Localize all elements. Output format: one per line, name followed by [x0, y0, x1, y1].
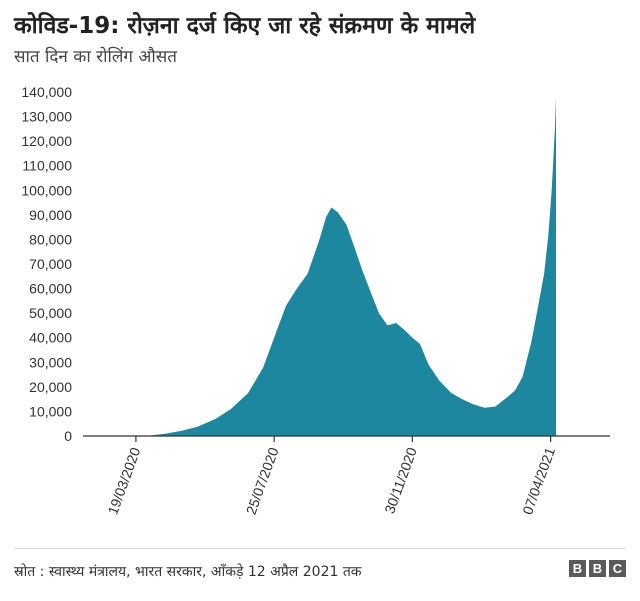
logo-letter: C [609, 560, 626, 577]
area-chart: 0 10,000 20,000 30,000 40,000 50,000 60,000 70,… [21, 84, 610, 517]
y-tick-label: 10,000 [29, 403, 72, 419]
y-tick-label: 70,000 [29, 256, 72, 272]
y-tick-label: 130,000 [21, 109, 72, 125]
y-tick-label: 110,000 [22, 158, 72, 174]
footer-divider [14, 548, 626, 549]
y-tick-label: 80,000 [29, 231, 72, 247]
bbc-logo: B B C [569, 560, 626, 577]
y-tick-label: 90,000 [29, 207, 72, 223]
x-tick-label: 07/04/2021 [519, 445, 558, 517]
y-tick-label: 30,000 [29, 354, 72, 370]
x-tick-label: 25/07/2020 [243, 445, 282, 517]
area-series [83, 96, 556, 437]
chart-subtitle: सात दिन का रोलिंग औसत [14, 47, 177, 67]
y-tick-label: 20,000 [29, 379, 72, 395]
y-tick-label: 50,000 [29, 305, 72, 321]
x-tick-label: 30/11/2020 [381, 445, 420, 516]
y-tick-label: 100,000 [21, 182, 72, 198]
y-tick-label: 120,000 [21, 133, 72, 149]
y-tick-label: 0 [64, 428, 72, 444]
chart-title: कोविड-19: रोज़ना दर्ज किए जा रहे संक्रमण… [14, 13, 476, 39]
y-tick-label: 40,000 [29, 330, 72, 346]
y-tick-label: 60,000 [29, 281, 72, 297]
logo-letter: B [589, 560, 606, 577]
source-note: स्रोत : स्वास्थ्य मंत्रालय, भारत सरकार, … [14, 564, 362, 580]
logo-letter: B [569, 560, 586, 577]
y-tick-label: 140,000 [21, 84, 72, 100]
x-tick-label: 19/03/2020 [104, 445, 143, 517]
